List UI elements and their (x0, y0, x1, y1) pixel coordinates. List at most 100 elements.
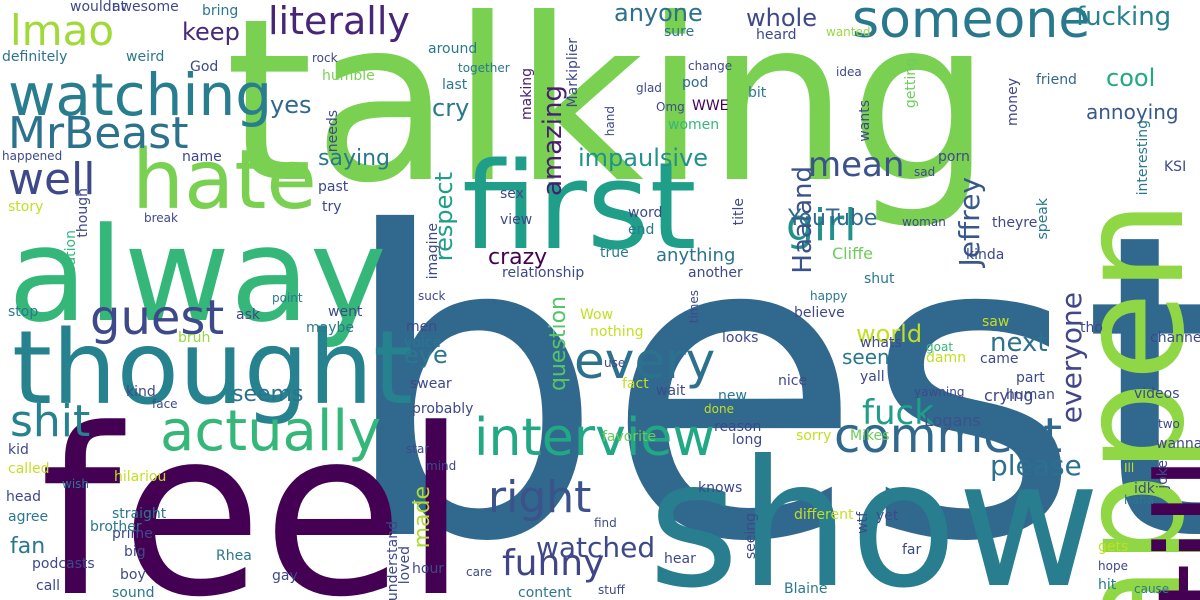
cloud-word: big (124, 544, 146, 560)
cloud-word: hope (1098, 559, 1128, 573)
cloud-word: men (406, 319, 438, 335)
cloud-word: word (628, 205, 663, 221)
cloud-word: human (1006, 387, 1055, 403)
cloud-word: nothing (590, 324, 644, 340)
cloud-word: Ill (1124, 461, 1135, 475)
cloud-word: goat (926, 340, 954, 354)
cloud-word: hate (132, 133, 317, 228)
cloud-word: first (462, 138, 697, 277)
cloud-word: annoying (1086, 100, 1179, 124)
cloud-word: joke (1155, 460, 1171, 489)
cloud-word: sad (914, 165, 936, 179)
cloud-word: true (600, 245, 629, 261)
cloud-word: interesting (1135, 120, 1151, 196)
cloud-word: made (410, 486, 435, 549)
cloud-word: mean (808, 145, 905, 185)
cloud-word: talking (225, 0, 992, 233)
cloud-word: pod (682, 75, 709, 91)
cloud-word: times (687, 290, 701, 324)
cloud-word: seems (232, 382, 304, 407)
cloud-word: prime (112, 526, 153, 542)
cloud-word: face (152, 397, 178, 411)
cloud-word: wait (656, 383, 686, 399)
cloud-word: needs (325, 110, 341, 153)
cloud-word: idea (836, 65, 862, 79)
cloud-word: hour (412, 561, 445, 577)
cloud-word: shut (864, 271, 895, 287)
cloud-word: everyone (1055, 292, 1088, 424)
cloud-word: Logans (924, 411, 981, 430)
cloud-word: amazing (538, 85, 568, 197)
cloud-word: sound (112, 585, 155, 600)
cloud-word: eye (404, 341, 448, 369)
cloud-word: swear (410, 376, 452, 392)
cloud-word: channel (1150, 330, 1200, 346)
cloud-word: cool (1106, 64, 1156, 92)
cloud-word: content (518, 585, 572, 600)
cloud-word: looks (722, 330, 759, 346)
cloud-word: together (458, 61, 510, 75)
cloud-word: hit (1098, 577, 1117, 593)
cloud-word: question (546, 296, 571, 392)
cloud-word: came (980, 351, 1019, 367)
cloud-word: woman (902, 215, 946, 229)
cloud-word: straight (112, 506, 167, 522)
cloud-word: definitely (2, 49, 68, 65)
cloud-word: idk (1134, 481, 1155, 497)
cloud-word: point (272, 291, 303, 305)
cloud-word: porn (938, 149, 970, 165)
cloud-word: probably (412, 401, 474, 417)
cloud-word: call (36, 578, 61, 594)
cloud-word: fact (622, 376, 649, 392)
cloud-word: MrBeast (8, 108, 189, 159)
cloud-word: world (856, 320, 923, 348)
cloud-word: bring (202, 3, 239, 19)
cloud-word: went (328, 304, 363, 320)
cloud-word: money (1005, 78, 1021, 126)
cloud-word: bruh (178, 330, 211, 346)
cloud-word: comment (834, 408, 1063, 464)
cloud-word: God (190, 59, 219, 75)
cloud-word: Cliffe (832, 244, 873, 263)
cloud-word: haha (1124, 493, 1154, 507)
cloud-word: wish (62, 477, 90, 491)
cloud-word: another (688, 265, 743, 281)
cloud-word: yes (270, 91, 312, 119)
cloud-word: story (8, 199, 44, 215)
cloud-word: done (704, 402, 734, 416)
cloud-word: anything (656, 245, 736, 266)
cloud-word: gay (272, 568, 298, 584)
cloud-word: KSI (1164, 159, 1187, 175)
cloud-word: Blaine (784, 581, 828, 597)
cloud-word: interview (474, 408, 715, 468)
cloud-word: videos (1134, 386, 1180, 402)
cloud-word: awesome (112, 0, 179, 15)
cloud-word: heard (756, 27, 797, 43)
cloud-word: damn (926, 350, 966, 366)
cloud-word: far (902, 542, 922, 558)
cloud-word: bit (748, 85, 767, 101)
cloud-word: show (648, 424, 1101, 600)
cloud-word: rock (312, 51, 338, 65)
cloud-word: star (406, 442, 430, 456)
cloud-word: cause (1134, 582, 1170, 596)
cloud-word: saw (982, 314, 1010, 330)
cloud-word: end (628, 222, 655, 238)
cloud-word: fuck (862, 393, 934, 433)
cloud-word: next (990, 328, 1048, 358)
cloud-word: impaulsive (578, 144, 709, 172)
cloud-word: happy (810, 289, 848, 303)
cloud-word: literally (268, 0, 410, 43)
cloud-word: maybe (306, 320, 355, 336)
cloud-word: keep (182, 18, 240, 46)
cloud-word: stuff (598, 583, 625, 597)
cloud-word: different (794, 507, 854, 523)
cloud-word: watching (8, 61, 273, 129)
cloud-word: well (8, 154, 96, 205)
cloud-word: fucking (1076, 2, 1172, 32)
cloud-word: alway (8, 199, 387, 351)
cloud-word: sex (500, 186, 524, 202)
cloud-word: cry (432, 94, 470, 122)
cloud-word: last (442, 77, 468, 93)
